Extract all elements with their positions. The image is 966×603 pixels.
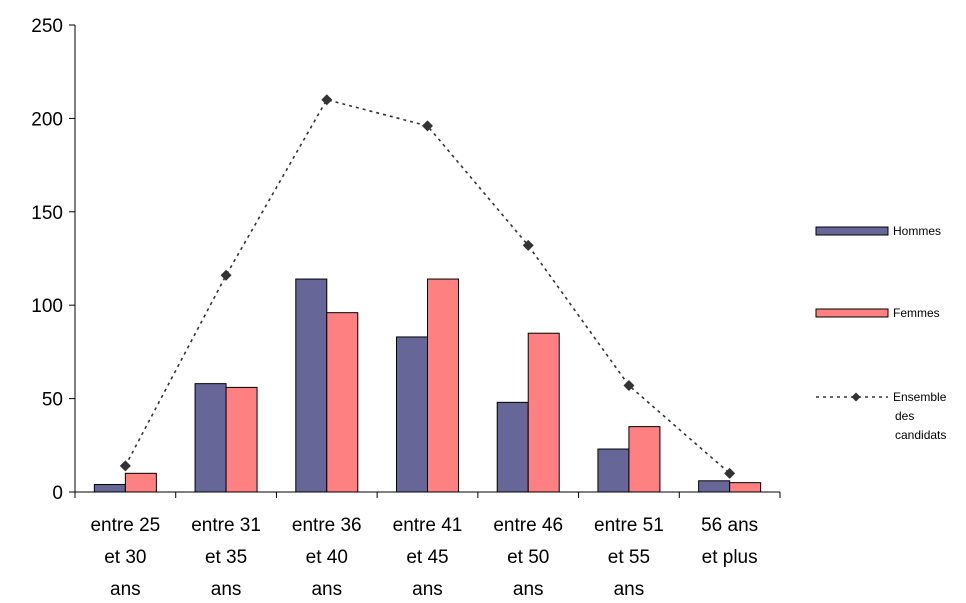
bar-femmes-5 <box>628 426 661 493</box>
y-tick-label: 150 <box>31 203 63 224</box>
bar-femmes-3 <box>427 278 459 493</box>
x-tick-label: entre 31 <box>191 515 261 536</box>
x-tick-label: ans <box>513 579 544 600</box>
x-tick-label: ans <box>412 579 443 600</box>
total-point-1 <box>220 269 232 281</box>
y-tick-label: 50 <box>42 390 63 411</box>
total-point-2 <box>321 94 333 106</box>
bar-hommes-6 <box>698 480 731 493</box>
legend: Hommes Femmes Ensemble des candidats <box>815 224 947 442</box>
y-tick-label: 0 <box>52 483 63 504</box>
bar-femmes-0 <box>124 472 157 493</box>
total-point-6 <box>724 467 736 479</box>
bar-femmes-4 <box>527 332 560 493</box>
x-tick-label: entre 51 <box>594 515 664 536</box>
y-tick-label: 100 <box>31 296 63 317</box>
x-tick-label: et 40 <box>306 547 348 568</box>
legend-label-total: candidats <box>895 428 946 442</box>
bars <box>93 278 762 493</box>
x-tick-label: ans <box>110 579 141 600</box>
x-tick-label: et 35 <box>205 547 247 568</box>
legend-swatch-hommes <box>815 226 889 236</box>
y-axis: 0 50 100 150 200 250 <box>31 16 76 504</box>
legend-swatch-total-marker <box>851 392 861 402</box>
x-tick-label: entre 25 <box>90 515 160 536</box>
x-tick-label: ans <box>614 579 645 600</box>
x-tick-label: et 55 <box>608 547 650 568</box>
total-line <box>119 94 736 479</box>
x-tick-label: entre 41 <box>393 515 463 536</box>
total-point-4 <box>522 239 534 251</box>
x-tick-label: et 30 <box>104 547 146 568</box>
x-tick-label: et 50 <box>507 547 549 568</box>
y-tick-label: 250 <box>31 16 63 37</box>
legend-label-femmes: Femmes <box>893 306 940 320</box>
x-tick-label: 56 ans <box>701 515 758 536</box>
legend-label-total: Ensemble <box>893 390 947 404</box>
bar-femmes-6 <box>729 482 762 493</box>
bar-femmes-1 <box>225 386 258 493</box>
x-tick-label: ans <box>311 579 342 600</box>
bar-femmes-2 <box>326 312 359 493</box>
bar-hommes-5 <box>597 448 630 493</box>
bar-hommes-3 <box>396 336 428 493</box>
bar-hommes-1 <box>194 383 227 493</box>
total-point-5 <box>623 380 635 392</box>
x-tick-label: et plus <box>702 547 758 568</box>
x-tick-label: entre 36 <box>292 515 362 536</box>
total-point-3 <box>422 120 433 132</box>
x-tick-label: ans <box>211 579 242 600</box>
x-tick-label: entre 46 <box>493 515 563 536</box>
bar-hommes-0 <box>93 484 126 493</box>
bar-hommes-4 <box>496 401 529 493</box>
bar-hommes-2 <box>295 278 328 493</box>
x-axis: entre 25 et 30 ans entre 31 et 35 ans entre 36… <box>74 491 781 600</box>
x-tick-label: et 45 <box>406 547 448 568</box>
legend-label-hommes: Hommes <box>893 224 941 238</box>
legend-swatch-femmes <box>815 308 889 318</box>
total-point-0 <box>119 460 131 472</box>
y-tick-label: 200 <box>31 109 63 130</box>
legend-label-total: des <box>895 409 914 423</box>
